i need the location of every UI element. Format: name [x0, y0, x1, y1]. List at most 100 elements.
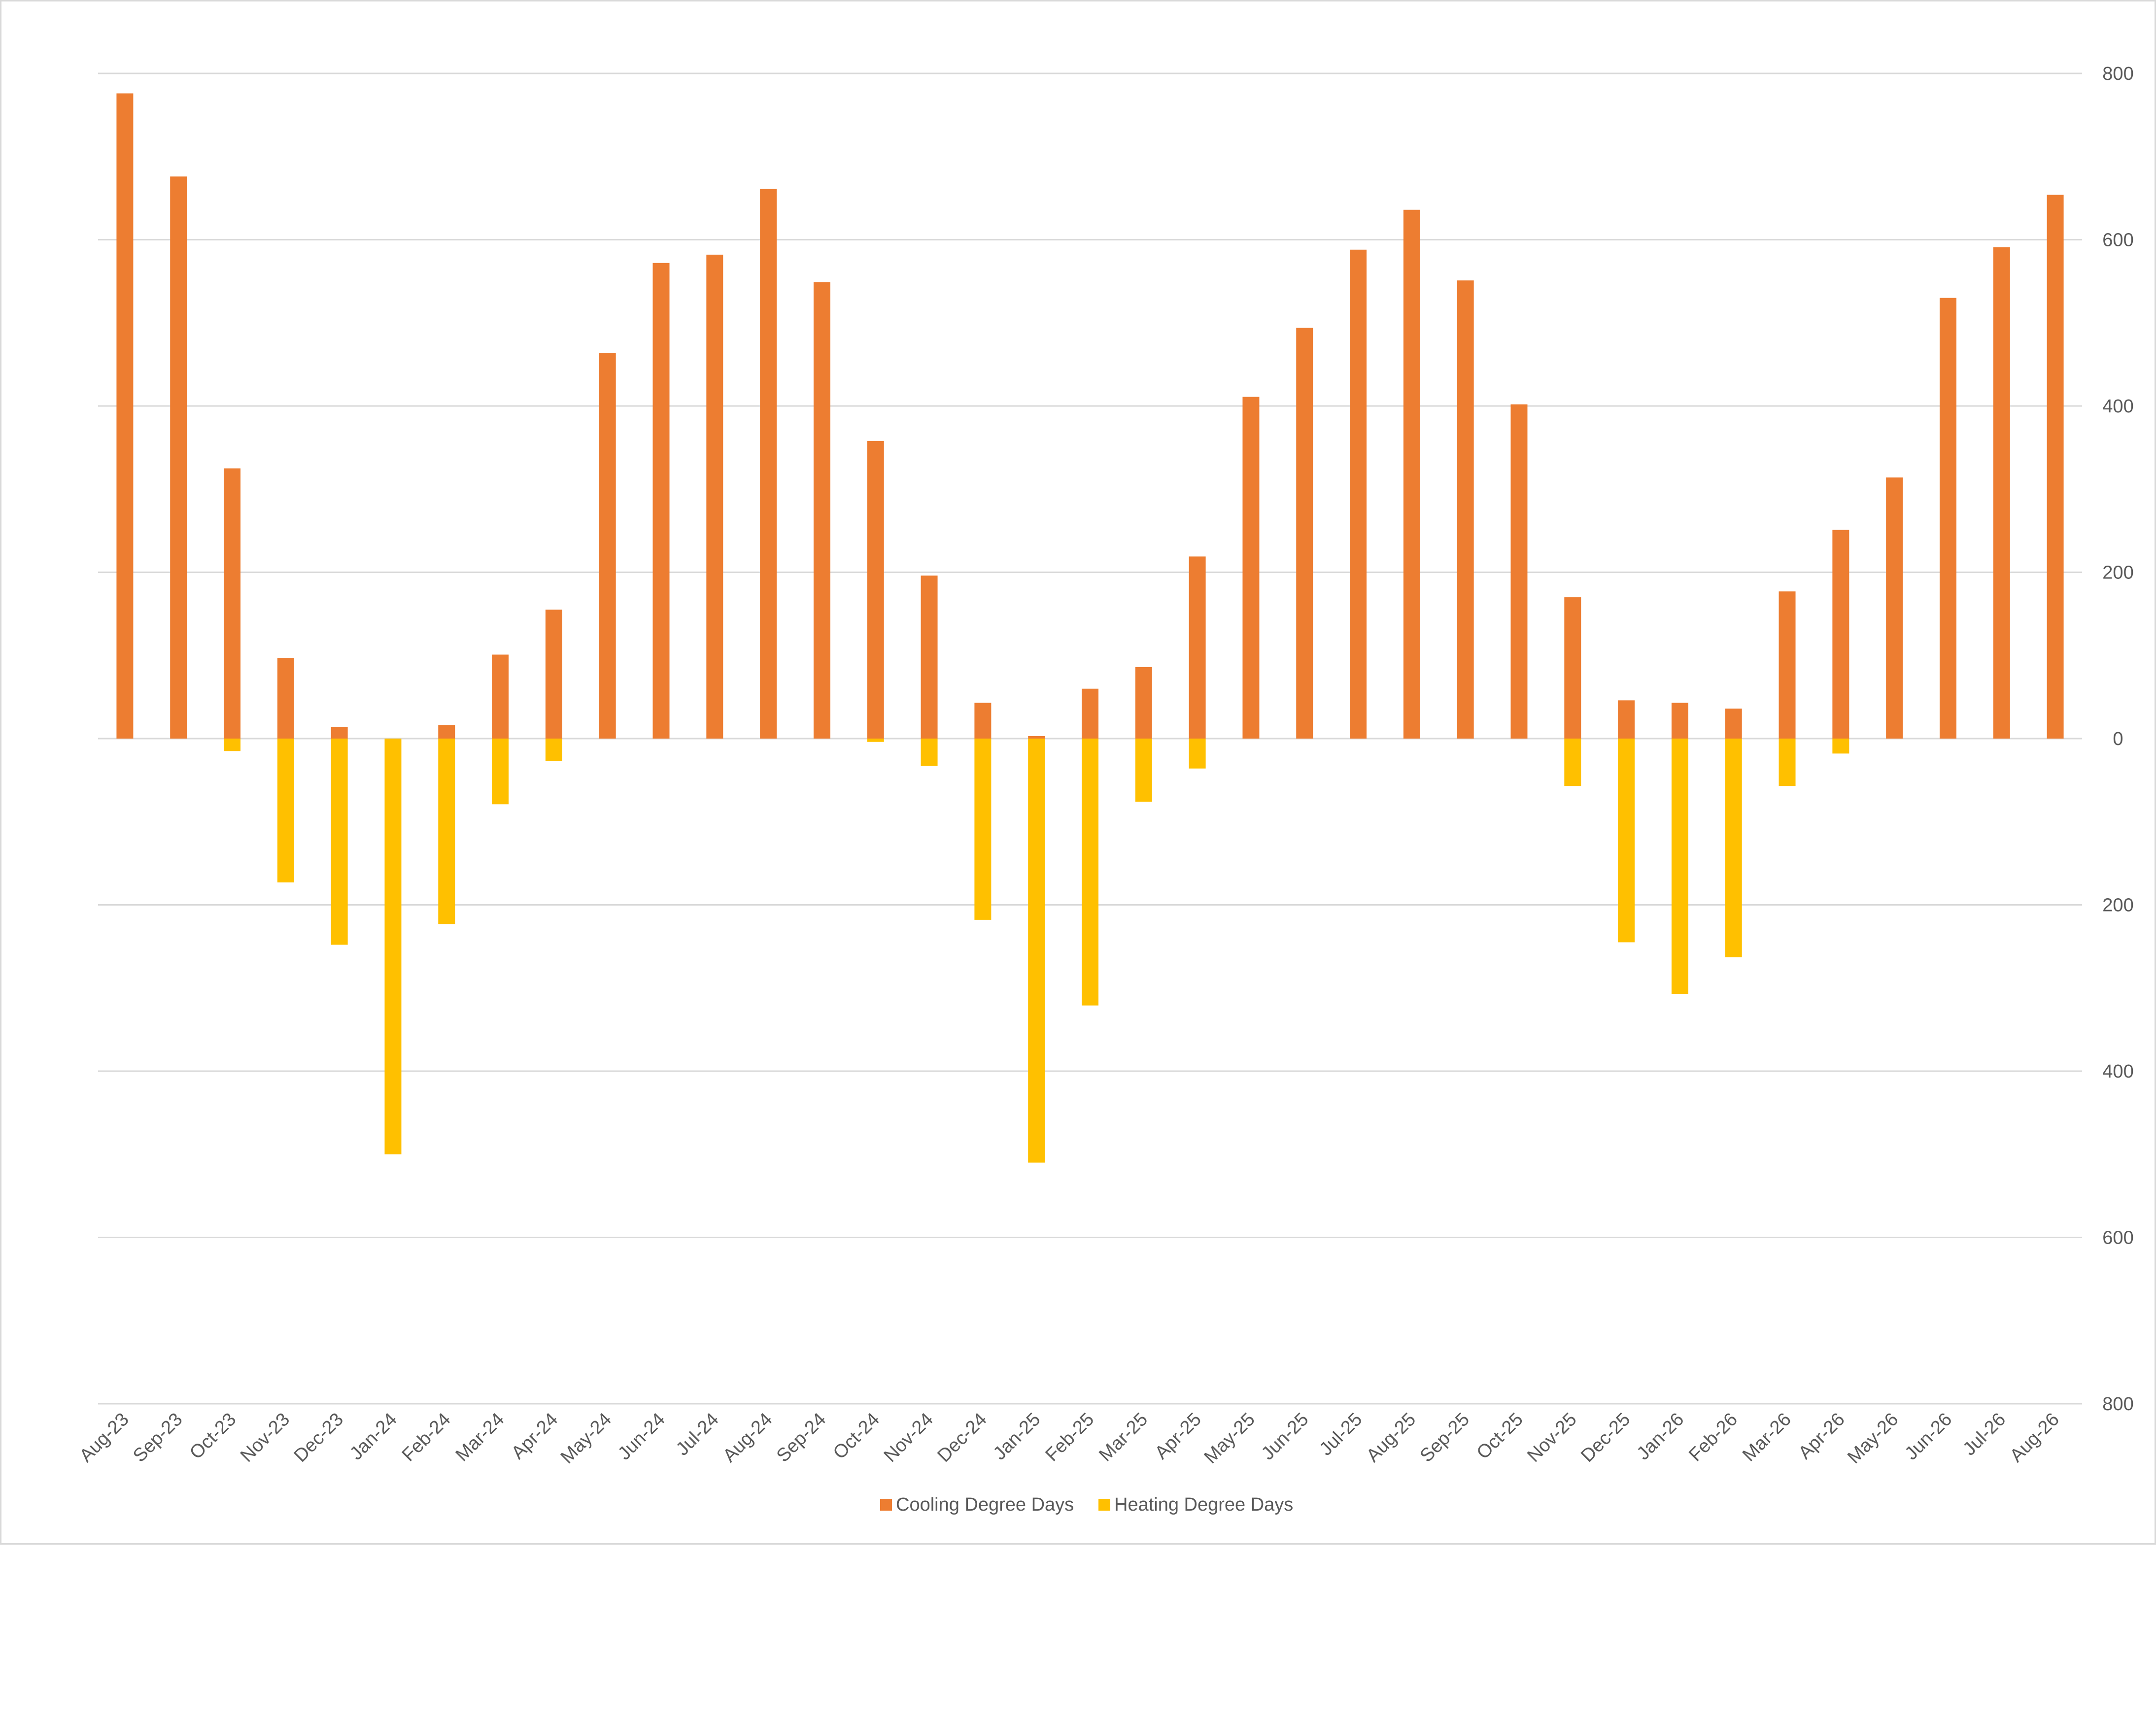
- heating-degree-days-legend-swatch: [1098, 1499, 1110, 1511]
- x-tick-label: Feb-25: [1042, 1409, 1098, 1466]
- x-tick-label: Aug-25: [1363, 1409, 1420, 1466]
- x-tick-label: Dec-23: [290, 1409, 347, 1466]
- y-tick-label: 400: [2102, 1061, 2133, 1082]
- x-tick-label: May-24: [557, 1409, 616, 1468]
- x-tick-label: Feb-24: [398, 1409, 455, 1466]
- bars: [116, 93, 2064, 1163]
- cooling-degree-days-bar: [1886, 477, 1903, 739]
- x-axis-tick-labels: Aug-23Sep-23Oct-23Nov-23Dec-23Jan-24Feb-…: [75, 1409, 2063, 1468]
- x-tick-label: Dec-24: [933, 1409, 991, 1466]
- cooling-degree-days-bar: [921, 575, 938, 739]
- heating-degree-days-bar: [867, 739, 884, 742]
- cooling-degree-days-bar: [867, 440, 884, 739]
- cooling-degree-days-legend-label: Cooling Degree Days: [896, 1494, 1074, 1515]
- cooling-degree-days-bar: [1135, 667, 1152, 739]
- heating-degree-days-bar: [1725, 739, 1742, 957]
- x-tick-label: Oct-25: [1473, 1409, 1527, 1463]
- y-tick-label: 400: [2102, 396, 2133, 417]
- cooling-degree-days-bar: [331, 727, 348, 739]
- x-tick-label: Jul-24: [672, 1409, 723, 1460]
- x-tick-label: May-26: [1844, 1409, 1902, 1468]
- x-tick-label: Feb-26: [1685, 1409, 1742, 1466]
- cooling-degree-days-bar: [1564, 597, 1581, 739]
- cooling-degree-days-bar: [545, 609, 562, 739]
- cooling-degree-days-legend-swatch: [880, 1499, 892, 1511]
- heating-degree-days-bar: [1564, 739, 1581, 786]
- heating-degree-days-bar: [1832, 739, 1849, 754]
- heating-degree-days-bar: [277, 739, 294, 882]
- x-tick-label: Apr-26: [1794, 1409, 1848, 1463]
- cooling-degree-days-bar: [652, 263, 670, 739]
- cooling-degree-days-bar: [492, 654, 509, 739]
- x-tick-label: Mar-26: [1739, 1409, 1795, 1466]
- cooling-degree-days-bar: [1510, 404, 1528, 739]
- x-tick-label: Jun-25: [1258, 1409, 1313, 1464]
- cooling-degree-days-bar: [1779, 591, 1796, 739]
- cooling-degree-days-bar: [706, 254, 723, 739]
- cooling-degree-days-bar: [760, 189, 777, 739]
- y-tick-label: 600: [2102, 1228, 2133, 1249]
- cooling-degree-days-bar: [1725, 709, 1742, 739]
- cooling-degree-days-bar: [813, 282, 830, 739]
- cooling-degree-days-bar: [1350, 249, 1367, 739]
- cooling-degree-days-bar: [1618, 700, 1635, 739]
- x-tick-label: Aug-23: [75, 1409, 133, 1466]
- y-tick-label: 800: [2102, 64, 2133, 84]
- heating-degree-days-bar: [974, 739, 992, 920]
- x-tick-label: Jun-26: [1901, 1409, 1956, 1464]
- x-tick-label: Jan-25: [990, 1409, 1045, 1464]
- x-tick-label: Sep-24: [773, 1409, 830, 1466]
- cooling-degree-days-bar: [599, 353, 616, 739]
- x-tick-label: Apr-25: [1151, 1409, 1205, 1463]
- heating-degree-days-bar: [1082, 739, 1098, 1006]
- cooling-degree-days-bar: [2047, 195, 2064, 739]
- cooling-degree-days-bar: [1028, 736, 1045, 739]
- heating-degree-days-bar: [492, 739, 509, 805]
- heating-degree-days-bar: [921, 739, 938, 766]
- heating-degree-days-bar: [438, 739, 455, 924]
- heating-degree-days-bar: [1135, 739, 1152, 802]
- cooling-degree-days-bar: [974, 703, 992, 739]
- heating-degree-days-bar: [1618, 739, 1635, 943]
- y-tick-label: 200: [2102, 895, 2133, 916]
- x-tick-label: Sep-25: [1416, 1409, 1473, 1466]
- cooling-degree-days-bar: [1082, 688, 1098, 739]
- x-tick-label: Jan-26: [1633, 1409, 1688, 1464]
- cooling-degree-days-bar: [1939, 298, 1956, 739]
- heating-degree-days-bar: [1189, 739, 1206, 769]
- x-tick-label: May-25: [1200, 1409, 1259, 1468]
- cooling-degree-days-bar: [1457, 280, 1474, 739]
- x-tick-label: Aug-24: [719, 1409, 776, 1466]
- cooling-degree-days-bar: [1189, 556, 1206, 739]
- x-tick-label: Dec-25: [1577, 1409, 1634, 1466]
- x-tick-label: Aug-26: [2006, 1409, 2063, 1466]
- heating-degree-days-bar: [1028, 739, 1045, 1163]
- heating-degree-days-bar: [1671, 739, 1688, 994]
- legend: Cooling Degree Days Heating Degree Days: [880, 1494, 1293, 1515]
- cooling-degree-days-bar: [116, 93, 134, 739]
- x-tick-label: Nov-23: [237, 1409, 294, 1466]
- chart-frame: 800 600 400 200 0 200 400 600 800 Aug-23 Sep-23 Oc…: [0, 0, 2156, 1545]
- heating-degree-days-bar: [1779, 739, 1796, 786]
- cooling-degree-days-bar: [1832, 530, 1849, 739]
- cooling-degree-days-bar: [438, 725, 455, 739]
- x-tick-label: Oct-23: [186, 1409, 240, 1463]
- y-tick-label: 800: [2102, 1394, 2133, 1415]
- x-tick-label: Jan-24: [346, 1409, 401, 1464]
- cooling-degree-days-bar: [1403, 209, 1420, 739]
- cooling-degree-days-bar: [224, 468, 241, 739]
- x-tick-label: Nov-25: [1523, 1409, 1580, 1466]
- y-axis-tick-labels: 800 600 400 200 0 200 400 600 800: [2102, 64, 2133, 1415]
- heating-degree-days-bar: [384, 739, 402, 1154]
- x-tick-label: Jun-24: [614, 1409, 669, 1464]
- cooling-degree-days-bar: [1242, 397, 1260, 739]
- x-tick-label: Nov-24: [880, 1409, 937, 1466]
- x-tick-label: Oct-24: [829, 1409, 884, 1463]
- cooling-degree-days-bar: [1993, 247, 2010, 739]
- cooling-degree-days-bar: [277, 658, 294, 739]
- heating-degree-days-legend-label: Heating Degree Days: [1114, 1494, 1293, 1515]
- x-tick-label: Sep-23: [129, 1409, 186, 1466]
- x-tick-label: Mar-24: [452, 1409, 509, 1466]
- x-tick-label: Mar-25: [1095, 1409, 1152, 1466]
